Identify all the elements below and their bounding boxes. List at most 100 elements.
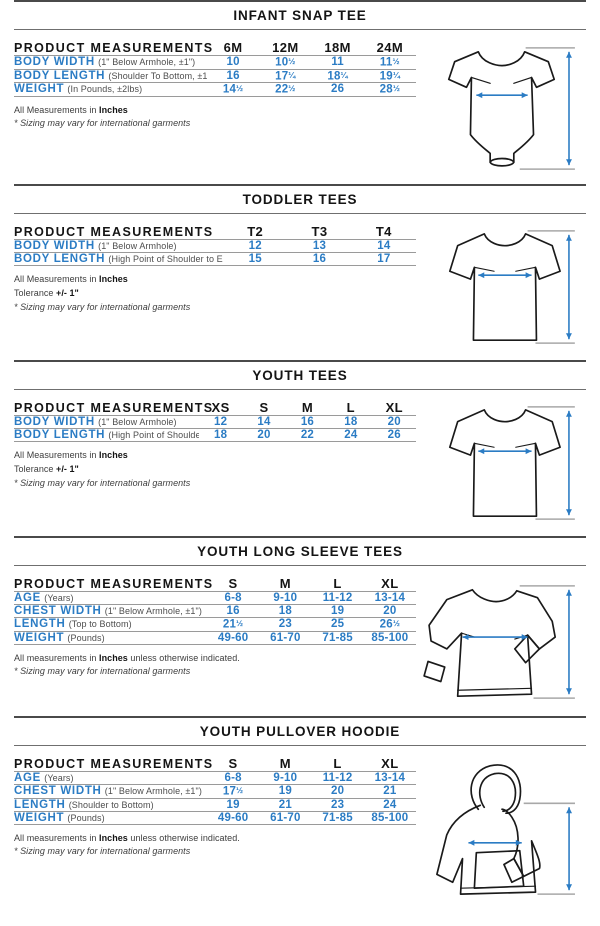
measurement-value: 6-8 xyxy=(206,591,260,605)
note-text: All measurements in xyxy=(14,652,100,663)
measurement-value: 16 xyxy=(206,68,260,83)
measurement-label: WEIGHT xyxy=(14,811,65,824)
measurement-value: 6-8 xyxy=(206,771,260,785)
long-sleeve-tee-illustration xyxy=(416,576,586,708)
measurement-label: WEIGHT xyxy=(14,631,65,644)
measurement-label-note: (Years) xyxy=(44,593,74,603)
measurement-value: 18 xyxy=(329,415,373,429)
measurement-value: 17½ xyxy=(206,784,260,799)
measurement-value: 13 xyxy=(287,239,352,253)
measurement-row: BODY WIDTH (1" Below Armhole, ±1") 10 10½ 1… xyxy=(14,55,416,70)
measurement-row: CHEST WIDTH (1" Below Armhole, ±1") 17½ 19… xyxy=(14,784,416,799)
section-body: PRODUCT MEASUREMENTS S M L XL AGE (Years) 6-8 9… xyxy=(0,566,600,716)
section-note: All measurements in Inches unless otherw… xyxy=(14,832,416,846)
measurement-row: AGE (Years) 6-8 9-10 11-12 13-14 xyxy=(14,771,416,785)
section-rule-top xyxy=(14,0,586,2)
section-youth-tees: YOUTH TEES PRODUCT MEASUREMENTS XS S M L XL BOD… xyxy=(0,360,600,536)
note-tail: unless otherwise indicated. xyxy=(127,832,240,843)
measurement-value: 17 xyxy=(351,252,416,266)
size-column-header: L xyxy=(346,400,356,415)
measurement-value: 71-85 xyxy=(311,810,364,825)
measurement-value: 17¼ xyxy=(259,68,312,83)
measurement-table: PRODUCT MEASUREMENTS S M L XL AGE (Years) 6-8 9… xyxy=(14,576,416,645)
fraction-glyph: ½ xyxy=(236,785,244,795)
measurement-value: 18 xyxy=(259,604,312,618)
measurement-value: 13-14 xyxy=(363,591,416,605)
measurement-label-note: (Shoulder To Bottom, ±1") xyxy=(108,70,207,81)
measurement-value: 61-70 xyxy=(259,630,312,645)
fraction-glyph: ½ xyxy=(236,83,244,94)
fraction-glyph: ½ xyxy=(392,618,401,628)
section-title: INFANT SNAP TEE xyxy=(233,8,367,23)
measurement-label-note: (1" Below Armhole) xyxy=(98,417,177,427)
size-column-header: 6M xyxy=(223,40,243,55)
product-measurements-header: PRODUCT MEASUREMENTS xyxy=(14,401,214,415)
note-emphasis: +/- 1" xyxy=(56,463,79,474)
section-rule-bottom xyxy=(14,745,586,746)
section-youth-long-sleeve-tees: YOUTH LONG SLEEVE TEES PRODUCT MEASUREMEN… xyxy=(0,536,600,716)
measurement-label-note: (Pounds) xyxy=(67,632,105,643)
measurement-label-note: (Pounds) xyxy=(67,812,105,823)
measurement-table: PRODUCT MEASUREMENTS T2 T3 T4 BODY WIDTH (1"… xyxy=(14,224,416,266)
measurement-label: BODY WIDTH xyxy=(14,416,95,429)
measurement-value: 11-12 xyxy=(311,771,364,785)
measurement-value: 24 xyxy=(363,797,416,812)
measurement-value: 24 xyxy=(329,428,373,442)
measurement-row: BODY LENGTH (Shoulder To Bottom, ±1") 16 1… xyxy=(14,68,416,83)
measurement-value: 19 xyxy=(206,797,260,812)
measurement-value: 21 xyxy=(363,784,416,799)
note-text: * Sizing may vary for international garm… xyxy=(14,477,191,488)
measurement-value: 25 xyxy=(311,617,364,632)
measurement-value: 16 xyxy=(287,252,352,266)
measurement-label-cell: BODY WIDTH (1" Below Armhole, ±1") xyxy=(14,55,207,70)
table-header-row: PRODUCT MEASUREMENTS S M L XL xyxy=(14,756,416,772)
section-note: All Measurements in Inches xyxy=(14,449,416,463)
section-body: PRODUCT MEASUREMENTS T2 T3 T4 BODY WIDTH (1"… xyxy=(0,214,600,360)
measurement-label: CHEST WIDTH xyxy=(14,785,102,798)
measurement-label-note: (Shoulder to Bottom) xyxy=(68,799,154,810)
section-rule-top xyxy=(14,536,586,538)
measurement-row: LENGTH (Shoulder to Bottom) 19 21 23 24 xyxy=(14,797,416,812)
size-column-header: XL xyxy=(385,400,403,415)
measurement-value: 21 xyxy=(259,797,312,812)
measurement-label-cell: BODY LENGTH (Shoulder To Bottom, ±1") xyxy=(14,68,207,83)
measurement-value: 13-14 xyxy=(363,771,416,785)
measurement-label-note: (High Point of Shoulder to Edge) xyxy=(108,254,223,264)
measurement-value: 16 xyxy=(285,415,330,429)
measurement-row: WEIGHT (Pounds) 49-60 61-70 71-85 85-100 xyxy=(14,810,416,825)
measurement-label: BODY LENGTH xyxy=(14,253,106,265)
product-measurements-header: PRODUCT MEASUREMENTS xyxy=(14,577,214,591)
measurement-label-note: (High Point of Shoulder to Edge) xyxy=(108,430,199,440)
fraction-glyph: ½ xyxy=(288,83,296,94)
size-column-header: M xyxy=(279,576,291,591)
fraction-glyph: ¼ xyxy=(392,69,401,80)
section-note: * Sizing may vary for international garm… xyxy=(14,117,416,131)
measurement-value: 19 xyxy=(311,604,364,618)
measurement-value: 11½ xyxy=(363,55,416,70)
section-notes: All measurements in Inches unless otherw… xyxy=(14,645,416,680)
section-note: All measurements in Inches unless otherw… xyxy=(14,652,416,666)
table-header-row: PRODUCT MEASUREMENTS T2 T3 T4 xyxy=(14,224,416,240)
measurement-value: 10½ xyxy=(259,55,312,70)
measurement-value: 23 xyxy=(259,617,312,632)
measurement-label-note: (1" Below Armhole) xyxy=(98,241,177,251)
measurement-label-cell: AGE (Years) xyxy=(14,591,207,605)
note-emphasis: Inches xyxy=(99,832,128,843)
measurement-row: BODY WIDTH (1" Below Armhole) 12 13 14 xyxy=(14,239,416,253)
note-text: All Measurements in xyxy=(14,274,100,284)
measurement-label-note: (1" Below Armhole, ±1") xyxy=(98,57,196,68)
section-body: PRODUCT MEASUREMENTS 6M 12M 18M 24M BODY WIDT… xyxy=(0,30,600,184)
product-measurements-header: PRODUCT MEASUREMENTS xyxy=(14,41,214,55)
size-column-header: S xyxy=(228,576,238,591)
note-text: * Sizing may vary for international garm… xyxy=(14,666,191,677)
measurement-table-wrap: PRODUCT MEASUREMENTS S M L XL AGE (Years) 6-8 9… xyxy=(14,576,416,679)
product-measurements-header: PRODUCT MEASUREMENTS xyxy=(14,757,214,771)
measurement-value: 49-60 xyxy=(206,630,260,645)
measurement-label: LENGTH xyxy=(14,798,66,811)
measurement-value: 18¼ xyxy=(311,68,364,83)
fraction-glyph: ¼ xyxy=(288,69,296,80)
section-notes: All Measurements in Inches * Sizing may v… xyxy=(14,97,416,132)
measurement-value: 20 xyxy=(363,604,416,618)
section-youth-pullover-hoodie: YOUTH PULLOVER HOODIE PRODUCT MEASUREMENT… xyxy=(0,716,600,910)
measurement-value: 11 xyxy=(311,55,364,70)
